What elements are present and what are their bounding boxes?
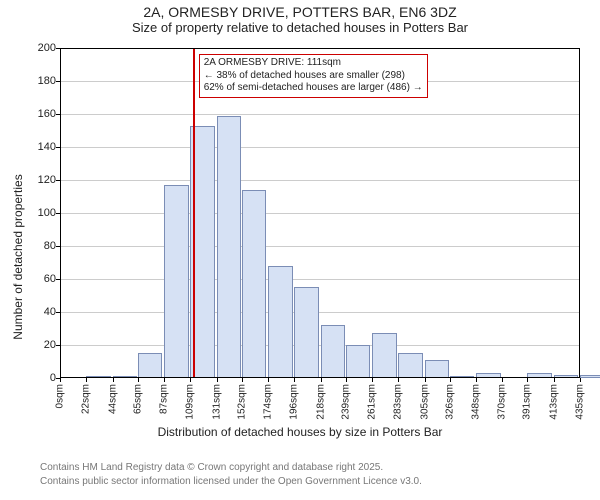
x-tick-label: 44sqm [107,384,118,414]
y-tick-label: 40 [0,306,56,318]
x-tick-mark [476,378,477,382]
x-tick-label: 152sqm [236,384,247,420]
y-tick-label: 200 [0,42,56,54]
x-tick-mark [450,378,451,382]
x-tick-label: 305sqm [419,384,430,420]
chart-subtitle: Size of property relative to detached ho… [0,20,600,35]
x-axis-label: Distribution of detached houses by size … [0,425,600,439]
chart-title: 2A, ORMESBY DRIVE, POTTERS BAR, EN6 3DZ [0,4,600,20]
x-tick-mark [86,378,87,382]
x-tick-mark [398,378,399,382]
x-tick-mark [268,378,269,382]
y-tick-label: 160 [0,108,56,120]
x-tick-label: 196sqm [289,384,300,420]
x-tick-label: 0sqm [55,384,66,408]
x-tick-mark [60,378,61,382]
y-tick-label: 180 [0,75,56,87]
x-tick-label: 370sqm [497,384,508,420]
x-tick-mark [294,378,295,382]
x-tick-mark [527,378,528,382]
plot-area: 2A ORMESBY DRIVE: 111sqm← 38% of detache… [60,48,580,378]
x-tick-label: 391sqm [522,384,533,420]
x-tick-mark [242,378,243,382]
x-tick-label: 22sqm [81,384,92,414]
x-tick-label: 435sqm [575,384,586,420]
x-tick-label: 283sqm [393,384,404,420]
x-tick-mark [164,378,165,382]
x-tick-mark [554,378,555,382]
x-tick-label: 109sqm [185,384,196,420]
axis-box [60,48,580,378]
attribution-line-1: Contains HM Land Registry data © Crown c… [40,462,383,473]
histogram-bar [580,375,600,378]
chart-frame: 2A, ORMESBY DRIVE, POTTERS BAR, EN6 3DZ … [0,0,600,500]
x-tick-mark [346,378,347,382]
y-tick-label: 60 [0,273,56,285]
x-tick-label: 326sqm [444,384,455,420]
x-tick-mark [321,378,322,382]
x-tick-mark [372,378,373,382]
titles: 2A, ORMESBY DRIVE, POTTERS BAR, EN6 3DZ … [0,4,600,35]
x-tick-label: 174sqm [263,384,274,420]
x-tick-mark [217,378,218,382]
x-tick-label: 239sqm [340,384,351,420]
y-tick-label: 0 [0,372,56,384]
y-tick-label: 80 [0,240,56,252]
y-tick-label: 20 [0,339,56,351]
x-tick-mark [502,378,503,382]
x-tick-mark [113,378,114,382]
x-tick-mark [425,378,426,382]
x-tick-label: 87sqm [159,384,170,414]
attribution-line-2: Contains public sector information licen… [40,476,422,487]
x-tick-label: 261sqm [367,384,378,420]
x-tick-label: 131sqm [211,384,222,420]
y-tick-label: 140 [0,141,56,153]
x-tick-label: 348sqm [471,384,482,420]
x-tick-label: 413sqm [548,384,559,420]
y-tick-label: 120 [0,174,56,186]
x-tick-label: 65sqm [132,384,143,414]
x-tick-mark [138,378,139,382]
x-tick-mark [190,378,191,382]
x-tick-label: 218sqm [315,384,326,420]
y-tick-label: 100 [0,207,56,219]
x-tick-mark [580,378,581,382]
